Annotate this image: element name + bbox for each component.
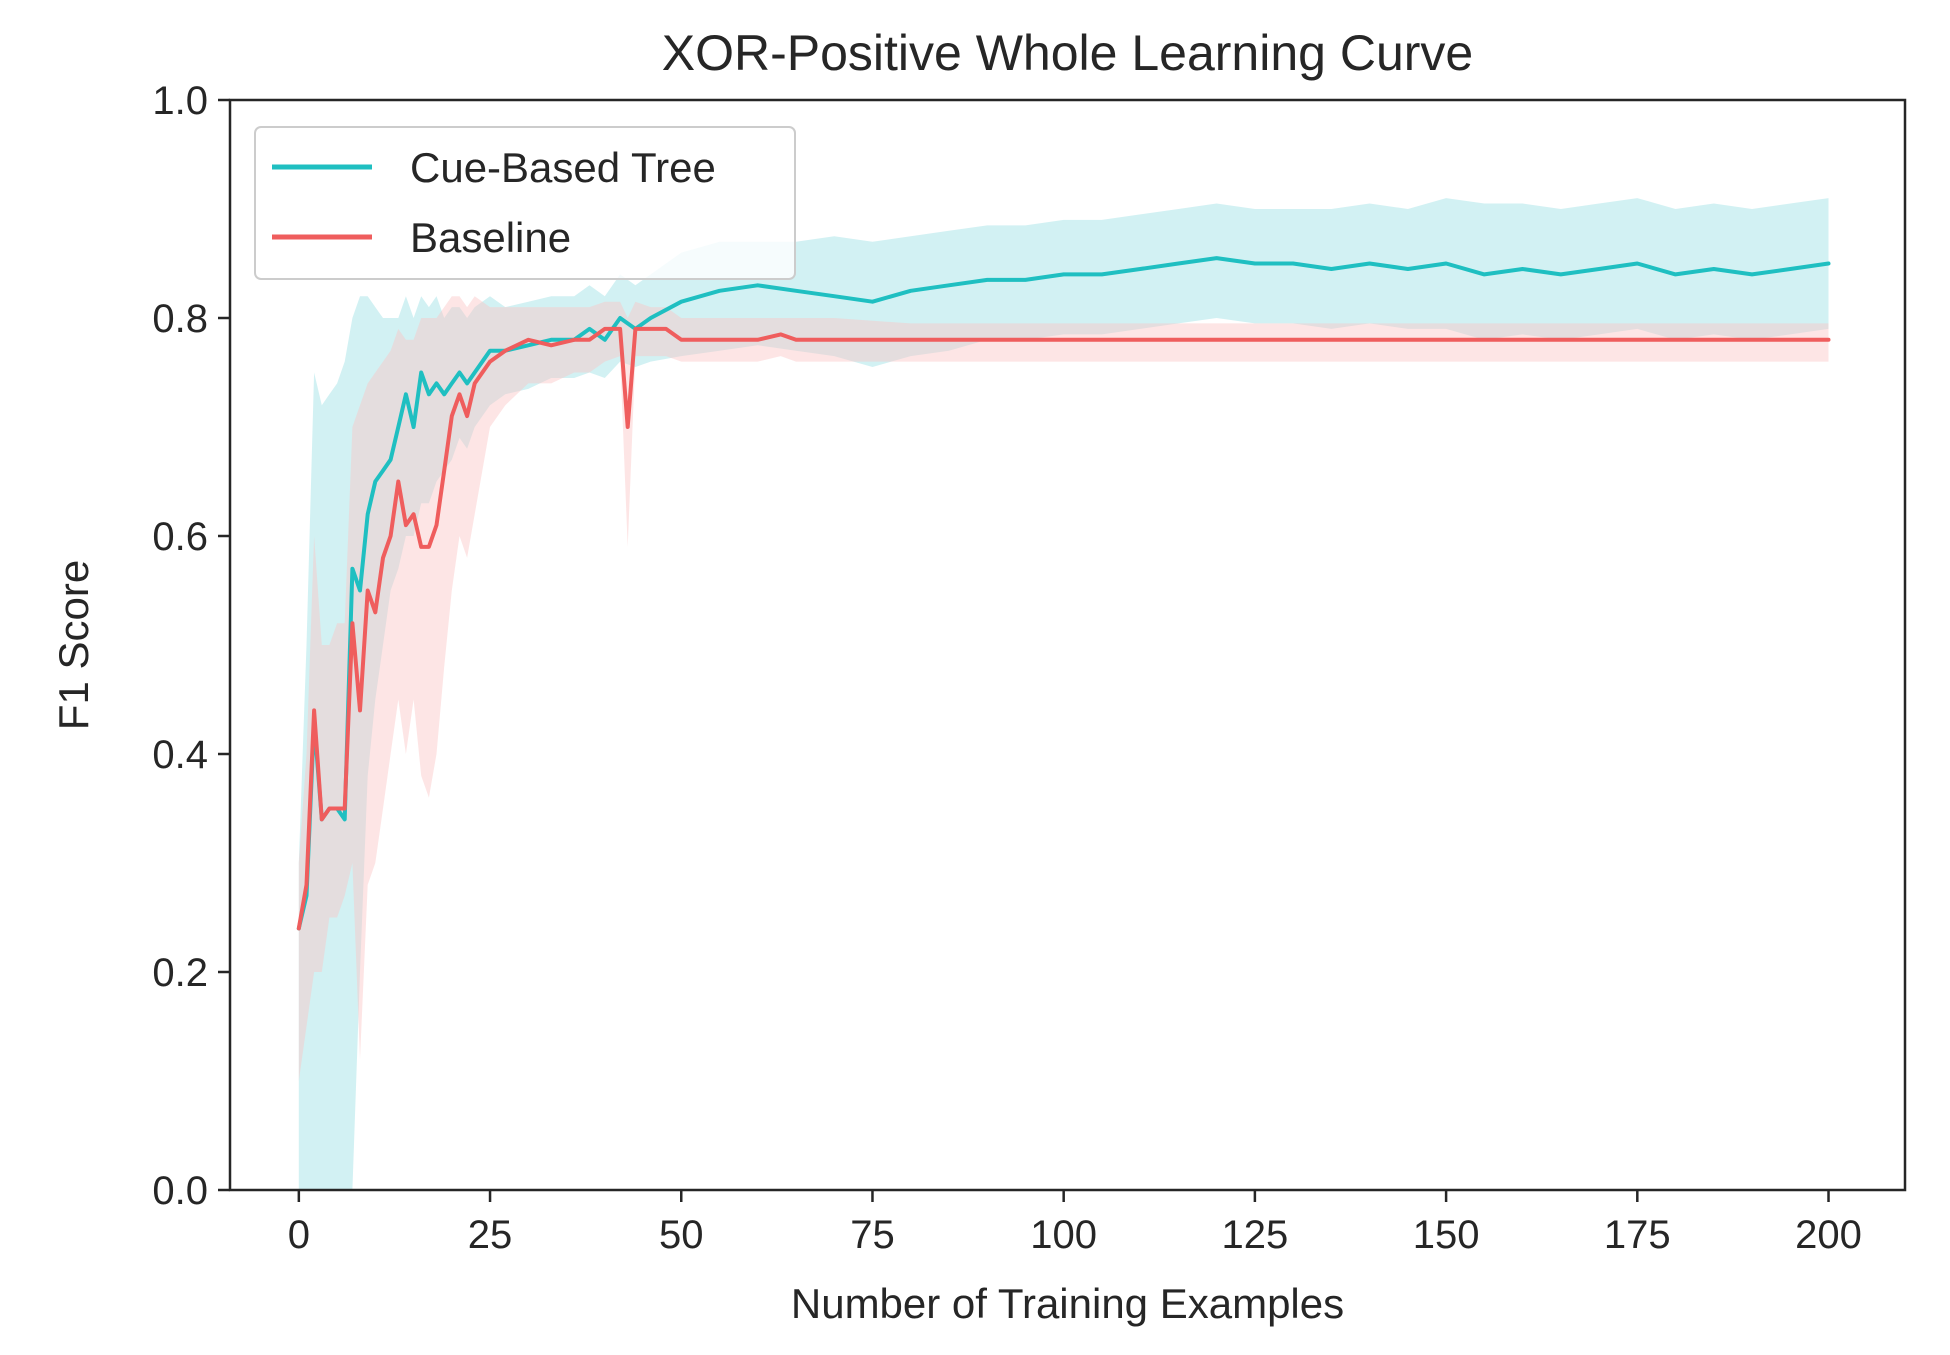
confidence-bands xyxy=(298,198,1829,1191)
x-tick-label: 200 xyxy=(1795,1213,1862,1257)
x-axis-ticks: 0 25 50 75 100 125 150 175 200 xyxy=(288,1190,1862,1257)
x-tick-label: 0 xyxy=(288,1213,310,1257)
y-tick-label: 0.8 xyxy=(152,297,208,341)
y-tick-label: 0.4 xyxy=(152,733,208,777)
legend-box xyxy=(254,126,796,280)
y-tick-label: 1.0 xyxy=(152,79,208,123)
x-tick-label: 50 xyxy=(659,1213,704,1257)
x-tick-label: 75 xyxy=(850,1213,895,1257)
chart-title: XOR-Positive Whole Learning Curve xyxy=(662,25,1473,81)
y-tick-label: 0.2 xyxy=(152,951,208,995)
y-tick-label: 0.0 xyxy=(152,1169,208,1213)
y-tick-label: 0.6 xyxy=(152,515,208,559)
plot-frame xyxy=(228,98,1907,1192)
band-baseline xyxy=(298,296,1829,1081)
x-axis-label: Number of Training Examples xyxy=(791,1280,1344,1327)
band-cue-based-tree xyxy=(298,198,1829,1191)
legend-label-baseline: Baseline xyxy=(410,214,571,261)
x-tick-label: 25 xyxy=(468,1213,513,1257)
y-axis-ticks: 0.0 0.2 0.4 0.6 0.8 1.0 xyxy=(152,79,230,1213)
legend-label-cue-based-tree: Cue-Based Tree xyxy=(410,144,716,191)
x-tick-label: 100 xyxy=(1030,1213,1097,1257)
series-lines xyxy=(296,256,1831,931)
y-axis-label: F1 Score xyxy=(50,560,97,730)
x-tick-label: 150 xyxy=(1413,1213,1480,1257)
legend: Cue-Based Tree Baseline xyxy=(254,126,796,280)
series-line-baseline xyxy=(296,326,1831,931)
x-tick-label: 175 xyxy=(1604,1213,1671,1257)
x-tick-label: 125 xyxy=(1222,1213,1289,1257)
